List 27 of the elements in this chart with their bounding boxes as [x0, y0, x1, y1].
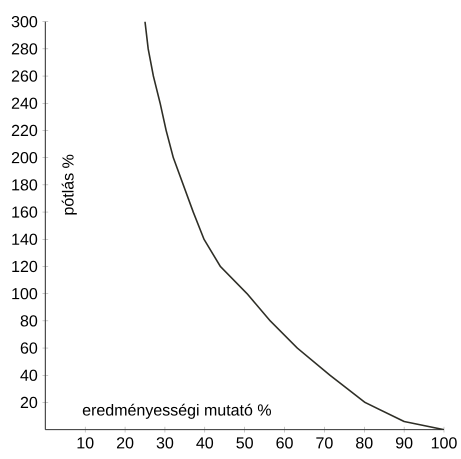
- x-tick-label: 30: [156, 437, 174, 449]
- y-tick-label: 120: [12, 260, 38, 272]
- y-tick-label: 80: [20, 315, 38, 327]
- x-tick-label: 40: [196, 437, 214, 449]
- x-tick-label: 20: [116, 437, 134, 449]
- y-tick-label: 160: [12, 206, 38, 218]
- x-tick-label: 50: [236, 437, 253, 449]
- y-tick-label: 240: [12, 98, 38, 109]
- x-tick-label: 60: [276, 437, 293, 449]
- y-tick-label: 220: [12, 124, 38, 136]
- y-tick-label: 200: [12, 152, 38, 164]
- y-tick-label: 260: [12, 70, 38, 82]
- y-tick-label: 40: [20, 370, 38, 381]
- y-tick-label: 180: [12, 179, 38, 191]
- x-tick-label: 80: [356, 437, 373, 449]
- y-tick-label: 280: [12, 43, 38, 55]
- x-tick-label: 90: [396, 437, 412, 449]
- x-tick-label: 10: [78, 437, 94, 449]
- x-tick-label: 70: [316, 437, 333, 449]
- y-tick-label: 300: [12, 16, 38, 28]
- y-tick-label: 100: [12, 288, 38, 300]
- y-tick-label: 140: [12, 234, 38, 245]
- x-axis-title: eredményességi mutató %: [82, 404, 271, 419]
- x-tick-label: 100: [432, 437, 457, 449]
- y-tick-label: 20: [20, 396, 38, 408]
- y-axis-title: pótlás %: [62, 154, 77, 215]
- y-tick-label: 60: [20, 342, 38, 354]
